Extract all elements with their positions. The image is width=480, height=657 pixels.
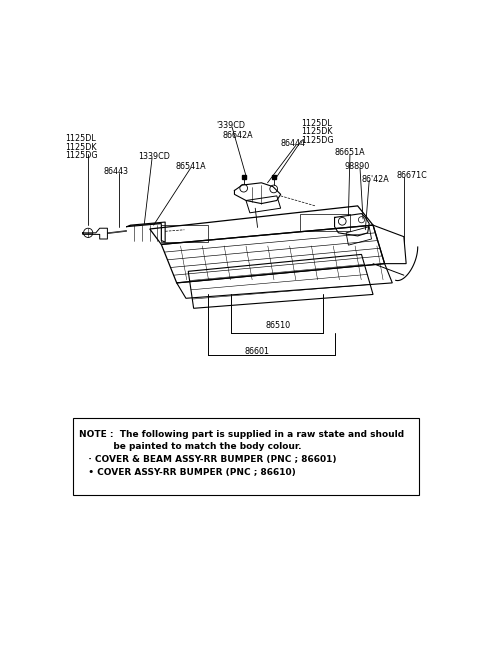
Bar <box>73 418 419 495</box>
Text: 1125DG: 1125DG <box>65 151 97 160</box>
Text: 86601: 86601 <box>244 347 269 356</box>
Bar <box>161 225 207 242</box>
Text: 86'42A: 86'42A <box>361 175 389 184</box>
Text: 1125DK: 1125DK <box>301 127 333 137</box>
Text: 86444: 86444 <box>281 139 306 148</box>
Text: 86671C: 86671C <box>396 171 427 180</box>
Text: NOTE :  The following part is supplied in a raw state and should: NOTE : The following part is supplied in… <box>79 430 404 439</box>
Text: be painted to match the body colour.: be painted to match the body colour. <box>79 442 301 451</box>
Text: 86510: 86510 <box>265 321 290 330</box>
Text: '339CD: '339CD <box>217 121 246 130</box>
Bar <box>300 214 350 231</box>
Text: 86642A: 86642A <box>223 131 253 140</box>
Text: • COVER ASSY-RR BUMPER (PNC ; 86610): • COVER ASSY-RR BUMPER (PNC ; 86610) <box>79 468 296 478</box>
Text: 98890: 98890 <box>345 162 370 171</box>
Text: 86443: 86443 <box>104 168 129 176</box>
Text: 1125DK: 1125DK <box>65 143 96 152</box>
Text: 1339CD: 1339CD <box>138 152 170 161</box>
Text: 1125DL: 1125DL <box>301 119 332 128</box>
Text: 86541A: 86541A <box>175 162 206 171</box>
Text: 86651A: 86651A <box>335 148 365 157</box>
Text: · COVER & BEAM ASSY-RR BUMPER (PNC ; 86601): · COVER & BEAM ASSY-RR BUMPER (PNC ; 866… <box>79 455 336 464</box>
Text: 1125DG: 1125DG <box>301 136 334 145</box>
Text: 1125DL: 1125DL <box>65 134 96 143</box>
